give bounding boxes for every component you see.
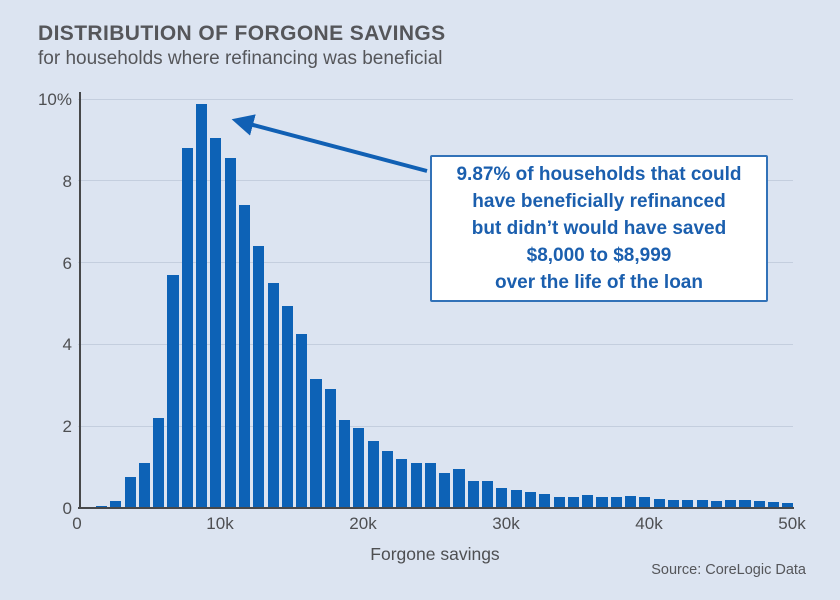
x-axis-title: Forgone savings bbox=[370, 544, 500, 564]
histogram-bar bbox=[95, 505, 108, 508]
histogram-bar bbox=[310, 379, 322, 508]
histogram-bar bbox=[510, 489, 522, 508]
callout-line: 9.87% of households that could bbox=[456, 164, 742, 185]
histogram-bar bbox=[167, 274, 179, 508]
histogram-bar bbox=[653, 499, 665, 508]
histogram-bar bbox=[353, 428, 365, 508]
histogram-bar bbox=[639, 496, 651, 508]
histogram-bar bbox=[667, 499, 680, 508]
histogram-bar bbox=[267, 283, 279, 508]
chart-subtitle: for households where refinancing was ben… bbox=[38, 48, 443, 69]
y-tick-label: 6 bbox=[62, 253, 72, 273]
y-tick-label: 0 bbox=[62, 499, 72, 518]
y-tick-label: 8 bbox=[62, 171, 72, 191]
histogram-bar bbox=[381, 450, 394, 508]
histogram-bar bbox=[210, 137, 222, 508]
x-tick-label: 20k bbox=[349, 514, 377, 533]
gridline bbox=[78, 98, 793, 100]
callout-line: over the life of the loan bbox=[495, 272, 703, 293]
histogram-bar bbox=[324, 389, 336, 508]
histogram-bar bbox=[610, 496, 622, 508]
histogram-bar bbox=[367, 440, 379, 508]
histogram-bar bbox=[739, 500, 751, 508]
histogram-bar bbox=[153, 418, 165, 508]
gridline bbox=[78, 343, 793, 345]
y-axis-line bbox=[79, 92, 81, 509]
histogram-bar bbox=[539, 493, 551, 508]
callout-line: have beneficially refinanced bbox=[472, 191, 726, 212]
histogram-bar bbox=[524, 491, 537, 508]
x-tick-label: 10k bbox=[206, 514, 234, 533]
histogram-bar bbox=[138, 463, 150, 508]
histogram-bar bbox=[110, 501, 122, 508]
histogram-bar bbox=[339, 420, 351, 508]
histogram-bar bbox=[453, 469, 465, 508]
histogram-bar bbox=[753, 501, 765, 508]
y-tick-label: 10% bbox=[37, 90, 72, 109]
x-tick-label: 30k bbox=[492, 514, 520, 533]
x-axis-line bbox=[78, 507, 794, 509]
x-tick-label: 40k bbox=[635, 514, 663, 533]
histogram-bar bbox=[710, 501, 722, 508]
histogram-bar bbox=[196, 104, 208, 508]
histogram-bar bbox=[682, 499, 694, 508]
histogram-bar bbox=[424, 463, 436, 508]
histogram-bar bbox=[181, 148, 193, 508]
histogram-bar bbox=[768, 502, 780, 508]
histogram-bar bbox=[467, 481, 479, 508]
x-tick-label: 50k bbox=[778, 514, 806, 533]
y-tick-label: 2 bbox=[62, 417, 72, 437]
histogram-bar bbox=[281, 305, 293, 508]
callout-box: 9.87% of households that could have bene… bbox=[430, 155, 768, 302]
histogram-bar bbox=[296, 334, 308, 508]
gridline bbox=[78, 425, 793, 427]
histogram-bar bbox=[253, 246, 265, 508]
histogram-bar bbox=[410, 463, 422, 508]
histogram-bar bbox=[567, 496, 579, 508]
callout-line: but didn’t would have saved bbox=[471, 218, 727, 239]
histogram-bar bbox=[696, 500, 708, 508]
histogram-bar bbox=[582, 494, 594, 508]
histogram-bar bbox=[396, 458, 408, 508]
histogram-bar bbox=[224, 158, 236, 508]
histogram-bar bbox=[725, 500, 737, 508]
histogram-bar bbox=[124, 477, 136, 508]
histogram-bar bbox=[553, 497, 565, 508]
x-tick-label: 0 bbox=[72, 514, 82, 533]
histogram-bar bbox=[625, 495, 637, 508]
histogram-bar bbox=[496, 487, 508, 508]
callout-line: $8,000 to $8,999 bbox=[526, 245, 672, 266]
y-tick-label: 4 bbox=[62, 335, 72, 355]
histogram-bar bbox=[596, 496, 608, 508]
histogram-bar bbox=[482, 481, 494, 508]
histogram-bar bbox=[238, 205, 251, 508]
source-credit: Source: CoreLogic Data bbox=[651, 562, 806, 578]
histogram-bar bbox=[439, 473, 451, 508]
histogram-bar bbox=[782, 503, 794, 508]
chart-title: DISTRIBUTION OF FORGONE SAVINGS bbox=[38, 22, 446, 45]
